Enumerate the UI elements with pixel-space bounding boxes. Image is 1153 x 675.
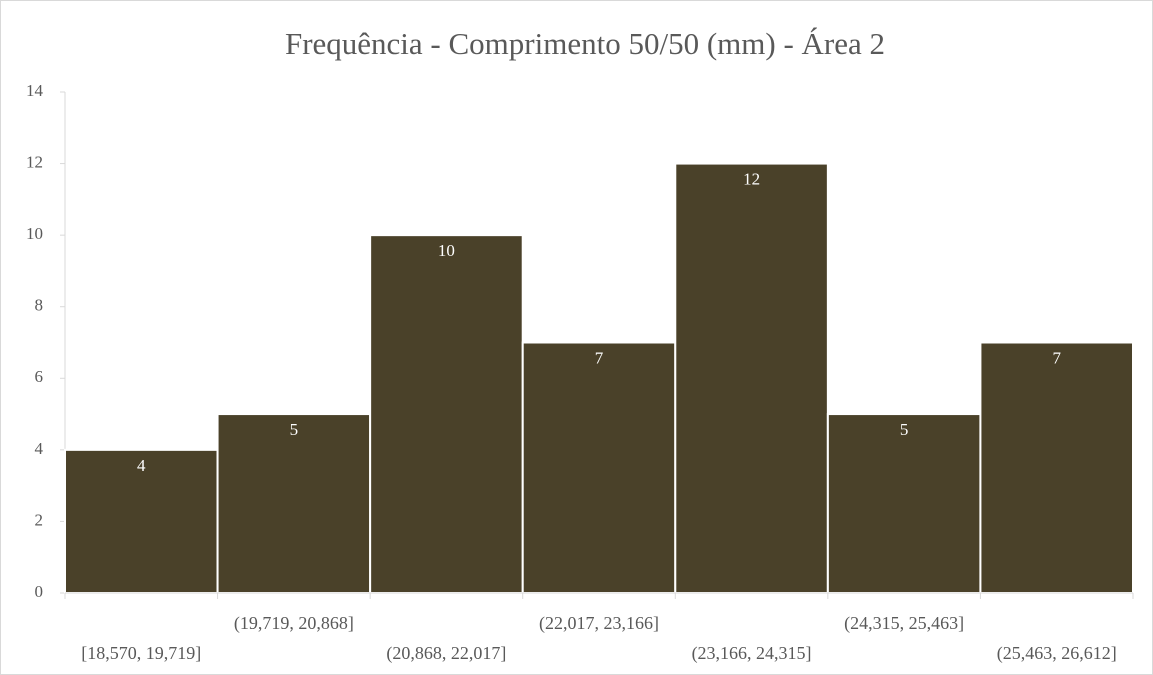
y-tick-label: 6 bbox=[35, 367, 44, 386]
chart-title: Frequência - Comprimento 50/50 (mm) - Ár… bbox=[285, 26, 885, 61]
x-tick-label: [18,570, 19,719] bbox=[81, 643, 201, 663]
data-label: 7 bbox=[1052, 348, 1061, 367]
data-label: 4 bbox=[137, 456, 146, 475]
bar bbox=[674, 162, 829, 594]
data-label: 12 bbox=[743, 169, 760, 188]
bar bbox=[979, 341, 1135, 594]
bar bbox=[369, 234, 524, 594]
y-tick-label: 0 bbox=[35, 582, 44, 601]
bar bbox=[826, 413, 982, 595]
y-tick-label: 8 bbox=[35, 296, 44, 315]
y-tick-label: 14 bbox=[26, 81, 44, 100]
y-tick-label: 4 bbox=[35, 439, 44, 458]
data-label: 10 bbox=[438, 241, 455, 260]
bar bbox=[216, 413, 372, 595]
x-tick-label: (23,166, 24,315] bbox=[692, 643, 812, 664]
bar bbox=[521, 341, 677, 594]
y-tick-label: 12 bbox=[26, 152, 43, 171]
x-tick-label: (19,719, 20,868] bbox=[234, 613, 354, 634]
data-label: 5 bbox=[290, 420, 299, 439]
x-tick-label: (25,463, 26,612] bbox=[997, 643, 1117, 664]
y-tick-label: 10 bbox=[26, 224, 43, 243]
data-label: 5 bbox=[900, 420, 909, 439]
x-tick-label: (20,868, 22,017] bbox=[386, 643, 506, 664]
y-tick-label: 2 bbox=[35, 510, 44, 529]
x-tick-label: (22,017, 23,166] bbox=[539, 613, 659, 634]
x-tick-label: (24,315, 25,463] bbox=[844, 613, 964, 634]
data-label: 7 bbox=[595, 348, 604, 367]
